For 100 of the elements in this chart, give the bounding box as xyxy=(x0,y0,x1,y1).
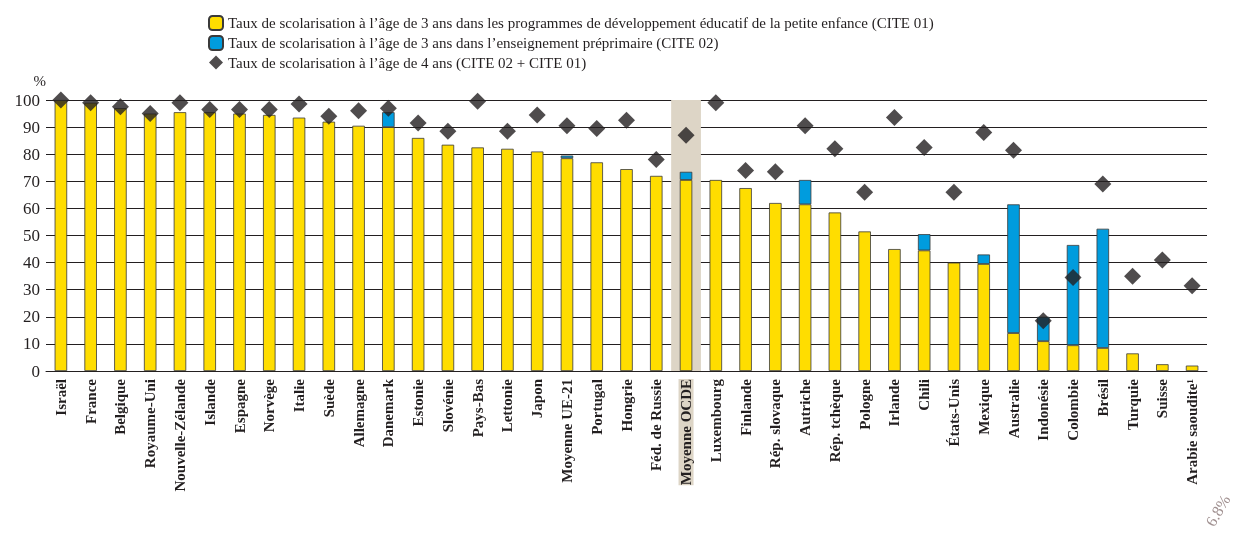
point xyxy=(82,94,100,112)
x-tick-label: Japon xyxy=(529,378,546,419)
y-tick-label: 70 xyxy=(23,171,40,191)
y-tick-label: 0 xyxy=(31,361,40,381)
point xyxy=(52,91,70,109)
point xyxy=(1124,267,1142,285)
point xyxy=(231,100,248,118)
bar xyxy=(590,162,603,371)
x-tick-label: Lettonie xyxy=(499,378,516,433)
x-tick-label: Slovénie xyxy=(439,378,456,433)
point xyxy=(677,126,695,144)
bar xyxy=(1126,353,1139,371)
x-tick-label: Nouvelle-Zélande xyxy=(171,378,188,492)
x-tick-label: Israël xyxy=(52,379,69,416)
point xyxy=(915,138,933,156)
bar xyxy=(739,188,752,371)
x-tick-label: Moyenne UE-21 xyxy=(558,379,575,483)
point xyxy=(528,106,546,124)
bar xyxy=(441,144,455,371)
point xyxy=(201,100,219,118)
point xyxy=(290,95,308,113)
x-tick-label: Italie xyxy=(291,378,308,413)
x-tick-label: Finlande xyxy=(737,378,754,436)
y-tick-label: 40 xyxy=(23,253,40,273)
x-tick-label: Belgique xyxy=(112,378,129,435)
bar xyxy=(620,169,633,371)
x-tick-label: Brésil xyxy=(1094,379,1111,417)
bar xyxy=(530,151,544,371)
x-tick-label: Allemagne xyxy=(350,378,367,448)
point xyxy=(320,107,338,125)
y-tick-label: 100 xyxy=(14,90,40,110)
y-tick-label: 20 xyxy=(23,307,40,327)
point xyxy=(439,122,457,140)
bar xyxy=(352,125,365,371)
y-tick-label: 80 xyxy=(23,144,40,164)
bar xyxy=(471,147,484,371)
point xyxy=(1153,251,1171,269)
point xyxy=(350,102,368,120)
x-tick-label: Rép. slovaque xyxy=(767,378,784,469)
x-tick-label: Islande xyxy=(201,378,218,426)
point xyxy=(945,183,963,201)
y-tick-label: 60 xyxy=(23,198,40,218)
bar xyxy=(322,121,336,371)
point xyxy=(558,117,576,135)
point xyxy=(796,117,814,135)
point xyxy=(737,161,755,179)
x-tick-label: Espagne xyxy=(231,378,248,434)
bar xyxy=(233,113,246,371)
x-tick-label: Suède xyxy=(320,378,337,418)
x-tick-label: Suisse xyxy=(1154,378,1171,419)
point xyxy=(588,119,606,137)
x-tick-label: Rép. tchèque xyxy=(826,378,843,463)
x-tick-label: Irlande xyxy=(886,378,903,427)
x-tick-label: Chili xyxy=(916,379,933,411)
legend-label: Taux de scolarisation à l’âge de 3 ans dans les programmes de développement éducatif de la petite enfance (CITE 01) xyxy=(228,15,934,32)
x-tick-label: Portugal xyxy=(588,379,605,435)
bar xyxy=(501,148,514,371)
x-tick-label: États-Unis xyxy=(945,378,962,447)
point xyxy=(171,94,189,112)
x-tick-label: Moyenne OCDE xyxy=(678,379,695,486)
bar xyxy=(560,158,574,371)
point xyxy=(826,140,844,158)
bar xyxy=(828,212,842,371)
x-tick-label: Féd. de Russie xyxy=(648,378,665,472)
bar xyxy=(84,102,97,371)
x-tick-label: Hongrie xyxy=(618,378,635,432)
x-tick-label: Mexique xyxy=(975,378,992,435)
bar xyxy=(650,175,663,371)
point xyxy=(141,105,159,123)
bar xyxy=(858,231,871,371)
point xyxy=(885,109,903,127)
x-tick-label: Pologne xyxy=(856,378,873,430)
point xyxy=(409,114,427,132)
bar xyxy=(709,179,723,371)
bar xyxy=(1156,364,1169,371)
x-tick-label: Indonésie xyxy=(1035,378,1052,441)
bar xyxy=(1185,365,1199,371)
point xyxy=(469,92,487,110)
x-tick-label: Luxembourg xyxy=(707,378,724,463)
x-tick-label: Autriche xyxy=(797,378,814,436)
legend-label: Taux de scolarisation à l’âge de 3 ans dans l’enseignement préprimaire (CITE 02) xyxy=(228,35,719,52)
x-tick-label: Australie xyxy=(1005,378,1022,439)
point xyxy=(1183,277,1201,295)
y-tick-label: 50 xyxy=(23,226,40,245)
point xyxy=(647,151,665,169)
y-tick-label: 30 xyxy=(23,280,40,300)
point xyxy=(260,100,278,118)
bar xyxy=(411,137,425,371)
y-axis-title: % xyxy=(33,72,46,89)
x-tick-label: France xyxy=(82,378,99,424)
point xyxy=(975,124,993,142)
point xyxy=(379,99,397,117)
bar xyxy=(947,262,961,371)
x-tick-label: Danemark xyxy=(380,378,397,448)
bar xyxy=(769,202,782,371)
point xyxy=(498,122,516,140)
point xyxy=(1034,312,1052,330)
point xyxy=(766,163,784,181)
bar xyxy=(292,117,306,371)
point xyxy=(618,111,635,129)
